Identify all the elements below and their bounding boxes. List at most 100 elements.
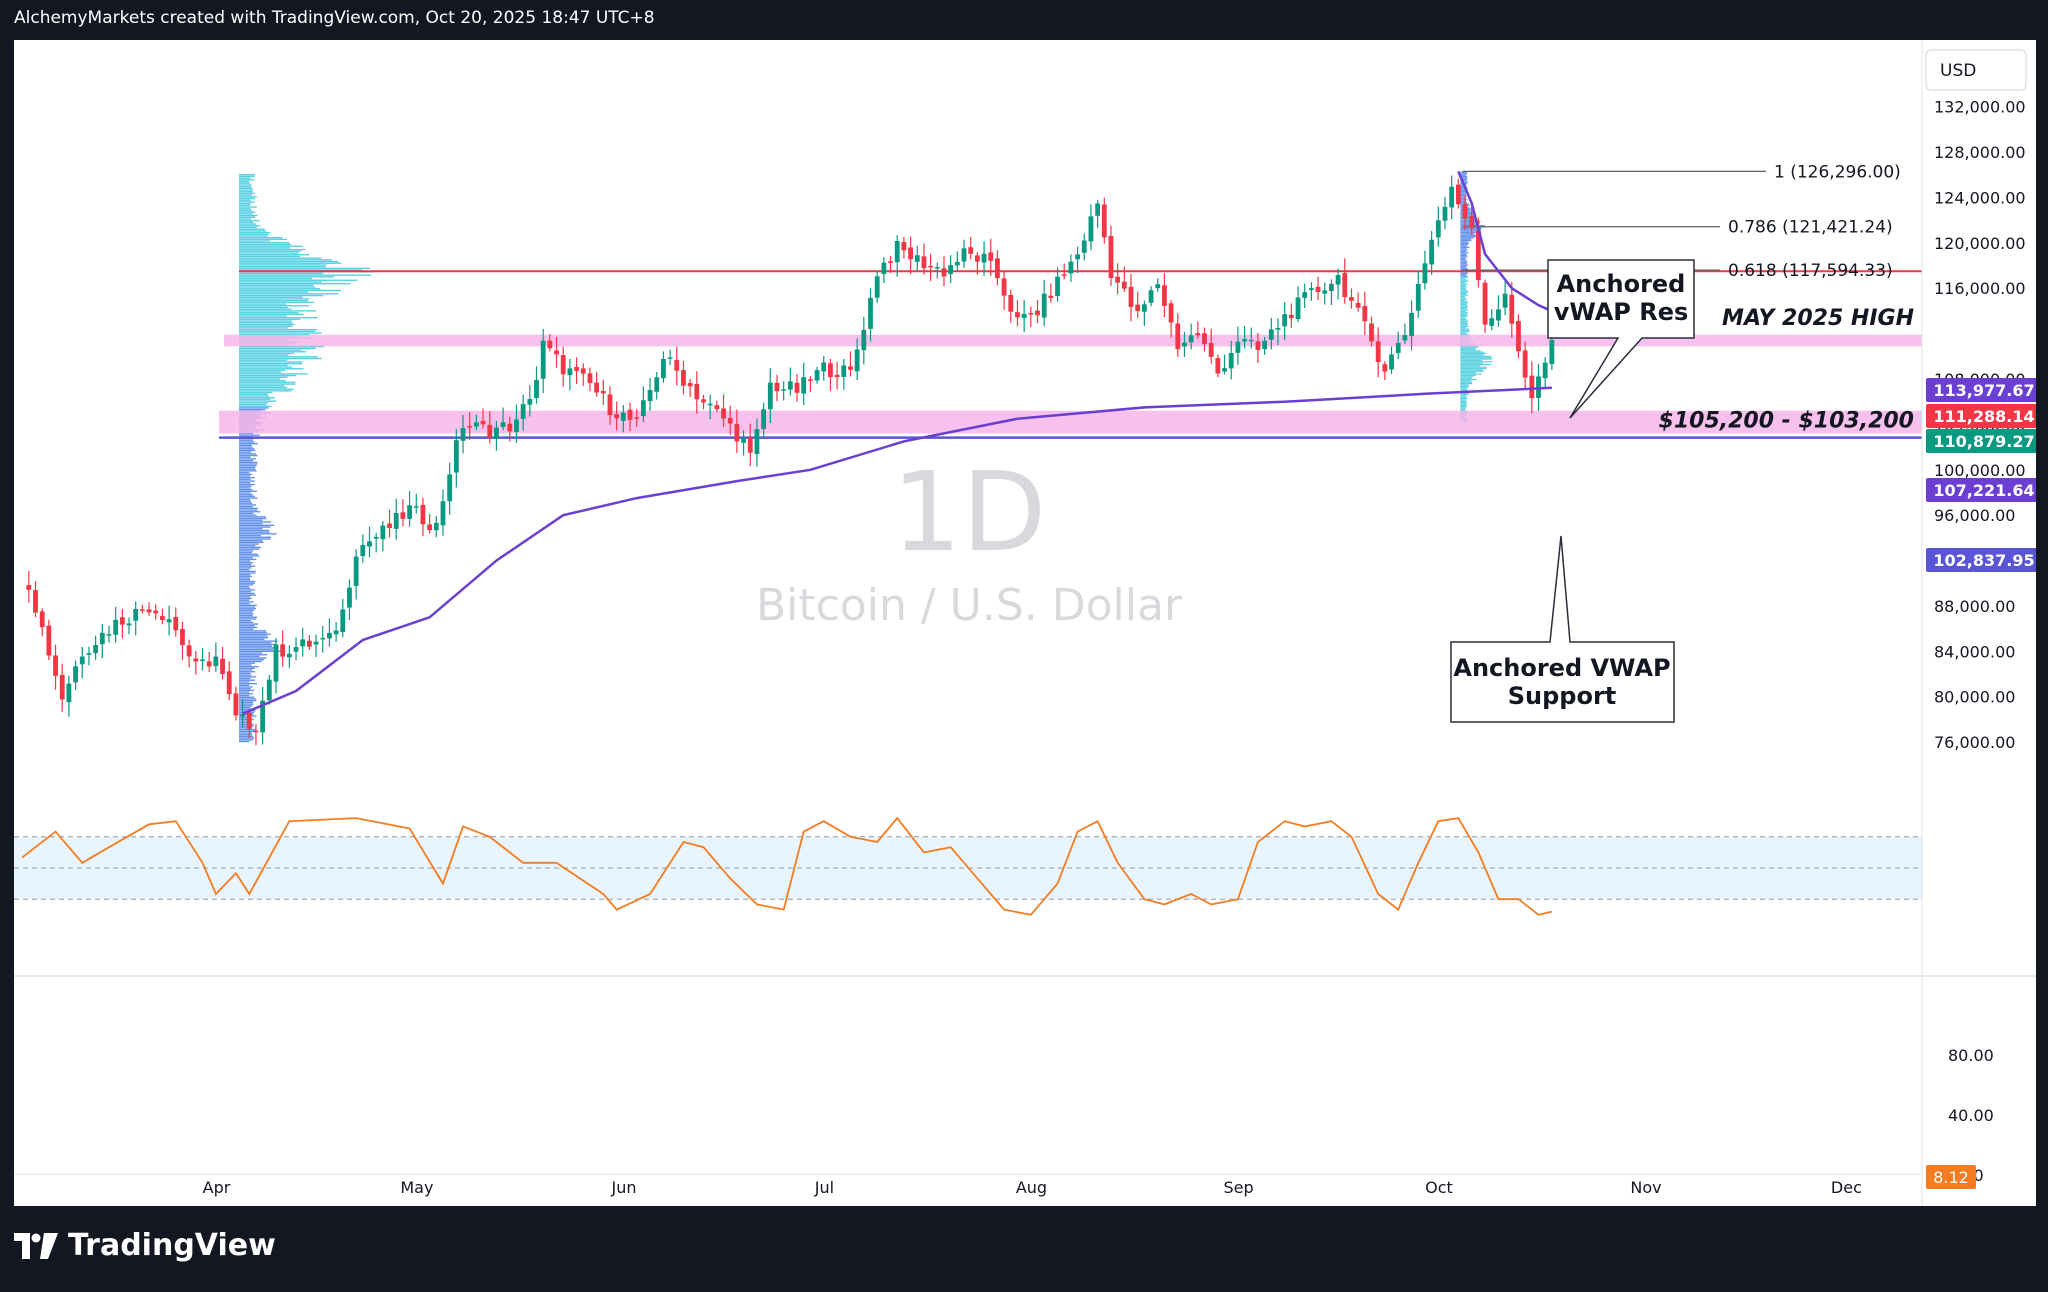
candle-body: [801, 377, 807, 394]
candle-body: [73, 666, 78, 683]
candle-body: [560, 355, 566, 375]
candle: [767, 368, 773, 423]
volume-profile-bar: [1460, 230, 1478, 232]
candle: [467, 412, 473, 440]
candle-body: [1349, 297, 1354, 301]
candle-body: [266, 679, 272, 701]
x-tick-label: Sep: [1223, 1178, 1253, 1197]
candle: [614, 401, 620, 431]
volume-profile-bar: [239, 494, 253, 496]
candle-body: [1248, 339, 1254, 342]
candle-body: [534, 379, 539, 399]
candle: [594, 371, 600, 397]
y-tick-label: 100,000.00: [1934, 461, 2026, 480]
candle: [393, 498, 399, 540]
volume-profile-bar: [239, 240, 270, 242]
volume-profile-bar: [239, 517, 267, 520]
volume-profile-bar: [1460, 253, 1467, 255]
candle-body: [39, 611, 45, 628]
candle-body: [567, 368, 573, 376]
watermark-interval: 1D: [892, 448, 1047, 576]
volume-profile-bar: [239, 512, 254, 515]
candle: [260, 686, 266, 745]
candle: [1429, 230, 1435, 275]
volume-profile-bar: [1460, 261, 1468, 264]
candle: [901, 236, 907, 259]
candle-body: [520, 404, 526, 419]
volume-profile-bar: [239, 386, 288, 389]
candles[interactable]: [26, 175, 1555, 746]
volume-profile-bar: [239, 204, 251, 207]
candle: [647, 377, 653, 412]
volume-profile-bar: [239, 374, 297, 377]
candle-body: [620, 412, 626, 421]
candle-body: [1482, 282, 1488, 325]
candle-body: [1255, 341, 1261, 350]
candle: [640, 386, 646, 422]
volume-profile-bar: [1460, 387, 1468, 389]
candle-body: [968, 247, 974, 254]
candle-body: [1035, 310, 1040, 316]
volume-profile-bar: [1460, 257, 1466, 259]
volume-profile-bar: [1460, 354, 1484, 356]
candle: [266, 674, 272, 705]
price-label-text: 102,837.95: [1933, 551, 2034, 570]
candle: [213, 642, 219, 672]
volume-profile-bar: [239, 657, 267, 659]
volume-profile-bar: [239, 402, 269, 404]
candle: [1235, 326, 1241, 365]
volume-profile-bar: [1460, 250, 1467, 253]
volume-profile-bar: [1460, 280, 1468, 283]
chart-panel[interactable]: 1D Bitcoin / U.S. Dollar 1 (126,296.00) 0.7…: [14, 40, 2036, 1206]
volume-profile-bar: [239, 642, 272, 644]
callout-box: [1547, 259, 1695, 419]
volume-profile-bar: [239, 311, 299, 314]
volume-profile-bar: [239, 395, 269, 397]
candle-body: [1308, 288, 1314, 291]
volume-profile-bar: [239, 361, 303, 363]
volume-profile-bar: [239, 558, 257, 561]
candle: [487, 411, 493, 444]
candle-body: [367, 541, 372, 547]
volume-profile-bar: [1460, 274, 1467, 276]
volume-profile-bar: [239, 567, 252, 569]
volume-profile-bar: [239, 388, 294, 390]
volume-profile-bar: [239, 504, 257, 506]
volume-profile-bar: [239, 177, 251, 179]
candle: [1462, 195, 1468, 230]
candle-body: [373, 536, 379, 539]
support-zone-label: $105,200 - $103,200: [1659, 408, 1914, 433]
price-label: 110,879.27: [1926, 429, 2036, 453]
volume-profile-bar: [239, 470, 257, 472]
candle-body: [754, 429, 760, 454]
currency-button[interactable]: [1925, 49, 2027, 91]
volume-profile-bar: [239, 439, 253, 441]
volume-profile-bar: [239, 352, 294, 355]
volume-profile-bar: [239, 373, 308, 375]
volume-profile-bar: [239, 328, 318, 331]
volume-profile-bar: [239, 647, 279, 649]
candle-body: [453, 440, 459, 473]
candle: [1415, 270, 1421, 318]
price-label-bg: [1926, 429, 2036, 453]
candle-body: [647, 389, 653, 402]
volume-profile-bar: [239, 274, 372, 276]
candle-body: [1148, 290, 1154, 303]
volume-profile-bar: [239, 248, 306, 251]
volume-profile-bar: [239, 265, 326, 268]
volume-profile-bar: [1460, 196, 1467, 198]
volume-profile-bar: [239, 245, 303, 247]
volume-profile-bar: [239, 310, 317, 312]
volume-profile-bar: [239, 492, 251, 494]
volume-profile-bar: [1460, 233, 1475, 235]
candle: [500, 407, 506, 431]
candle: [306, 635, 312, 650]
volume-profile-bar: [239, 327, 288, 329]
tradingview-logo[interactable]: TradingView: [14, 1228, 276, 1263]
volume-profile-bar: [239, 322, 293, 324]
candle: [1081, 233, 1087, 261]
volume-profile-bar: [239, 677, 251, 680]
volume-profile-bar: [1460, 295, 1466, 298]
volume-profile-bar: [239, 487, 251, 489]
